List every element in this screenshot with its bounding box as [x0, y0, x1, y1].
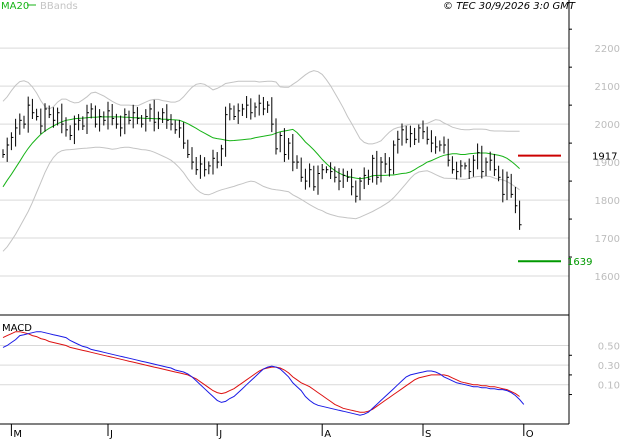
price-tick-label: 1600 [595, 272, 620, 283]
bollinger-lower-band [2, 146, 520, 252]
legend-bbands: BBands [40, 1, 78, 12]
macd-tick-label: 0.30 [598, 361, 620, 372]
x-tick-label: S [425, 429, 431, 440]
macd-line [2, 331, 525, 416]
macd-signal-line [2, 331, 520, 413]
support-label: 1639 [567, 257, 592, 268]
legend-ma20: MA20 [1, 1, 29, 12]
x-tick-label: J [218, 429, 222, 440]
x-tick-label: J [109, 429, 113, 440]
price-tick-label: 1900 [595, 158, 620, 169]
price-tick-label: 2000 [595, 120, 620, 131]
price-tick-label: 2100 [595, 82, 620, 93]
price-tick-label: 2200 [595, 44, 620, 55]
x-tick-label: M [13, 429, 22, 440]
x-tick-label: A [324, 429, 331, 440]
resistance-label: 1917 [592, 152, 617, 163]
x-tick-label: O [526, 429, 534, 440]
macd-title: MACD [2, 323, 32, 334]
macd-tick-label: 0.10 [598, 381, 620, 392]
price-tick-label: 1800 [595, 196, 620, 207]
bollinger-upper-band [2, 70, 520, 145]
ma20-line [2, 116, 520, 188]
price-tick-label: 1700 [595, 234, 620, 245]
macd-tick-label: 0.50 [598, 341, 620, 352]
copyright-text: © TEC 30/9/2026 3:0 GMT [443, 1, 576, 12]
